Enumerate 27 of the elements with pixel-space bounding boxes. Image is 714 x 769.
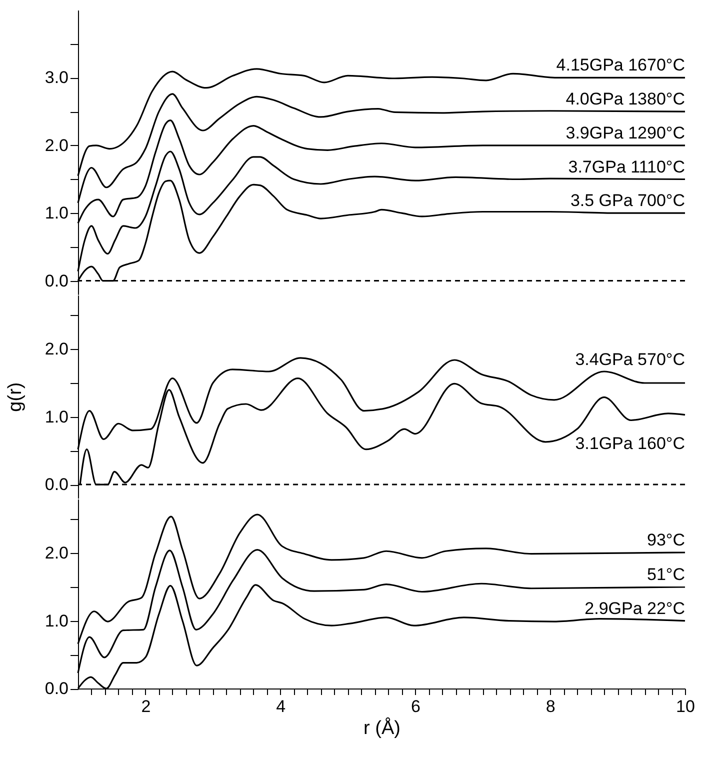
y-tick-label: 1.0 bbox=[44, 407, 68, 426]
series-label: 2.9GPa 22°C bbox=[584, 598, 685, 618]
y-tick-label: 0.0 bbox=[44, 475, 68, 494]
y-tick-label: 2.0 bbox=[44, 136, 68, 155]
x-tick-label: 2 bbox=[141, 697, 151, 716]
series-label: 3.7GPa 1110°C bbox=[568, 157, 685, 176]
x-tick-label: 4 bbox=[276, 697, 286, 716]
series-label: 3.9GPa 1290°C bbox=[566, 123, 685, 142]
series-label: 93°C bbox=[647, 530, 685, 550]
x-axis-title: r (Å) bbox=[364, 717, 400, 740]
x-tick-label: 8 bbox=[546, 697, 556, 716]
y-tick-label: 0.0 bbox=[44, 271, 68, 290]
x-tick-label: 10 bbox=[676, 697, 695, 716]
y-tick-label: 2.0 bbox=[44, 340, 68, 359]
y-tick-label: 0.0 bbox=[44, 679, 68, 698]
y-axis-title: g(r) bbox=[4, 382, 26, 412]
y-tick-label: 1.0 bbox=[44, 611, 68, 630]
series-label: 51°C bbox=[647, 565, 685, 584]
series-label: 3.5 GPa 700°C bbox=[570, 191, 685, 210]
series-label: 4.15GPa 1670°C bbox=[556, 56, 685, 75]
series-label: 3.1GPa 160°C bbox=[575, 434, 685, 453]
y-tick-label: 3.0 bbox=[44, 68, 68, 88]
x-tick-label: 6 bbox=[410, 697, 420, 716]
y-tick-label: 2.0 bbox=[44, 544, 68, 563]
series-label: 4.0GPa 1380°C bbox=[566, 90, 685, 109]
series-label: 3.4GPa 570°C bbox=[575, 350, 685, 370]
y-tick-label: 1.0 bbox=[44, 204, 68, 223]
